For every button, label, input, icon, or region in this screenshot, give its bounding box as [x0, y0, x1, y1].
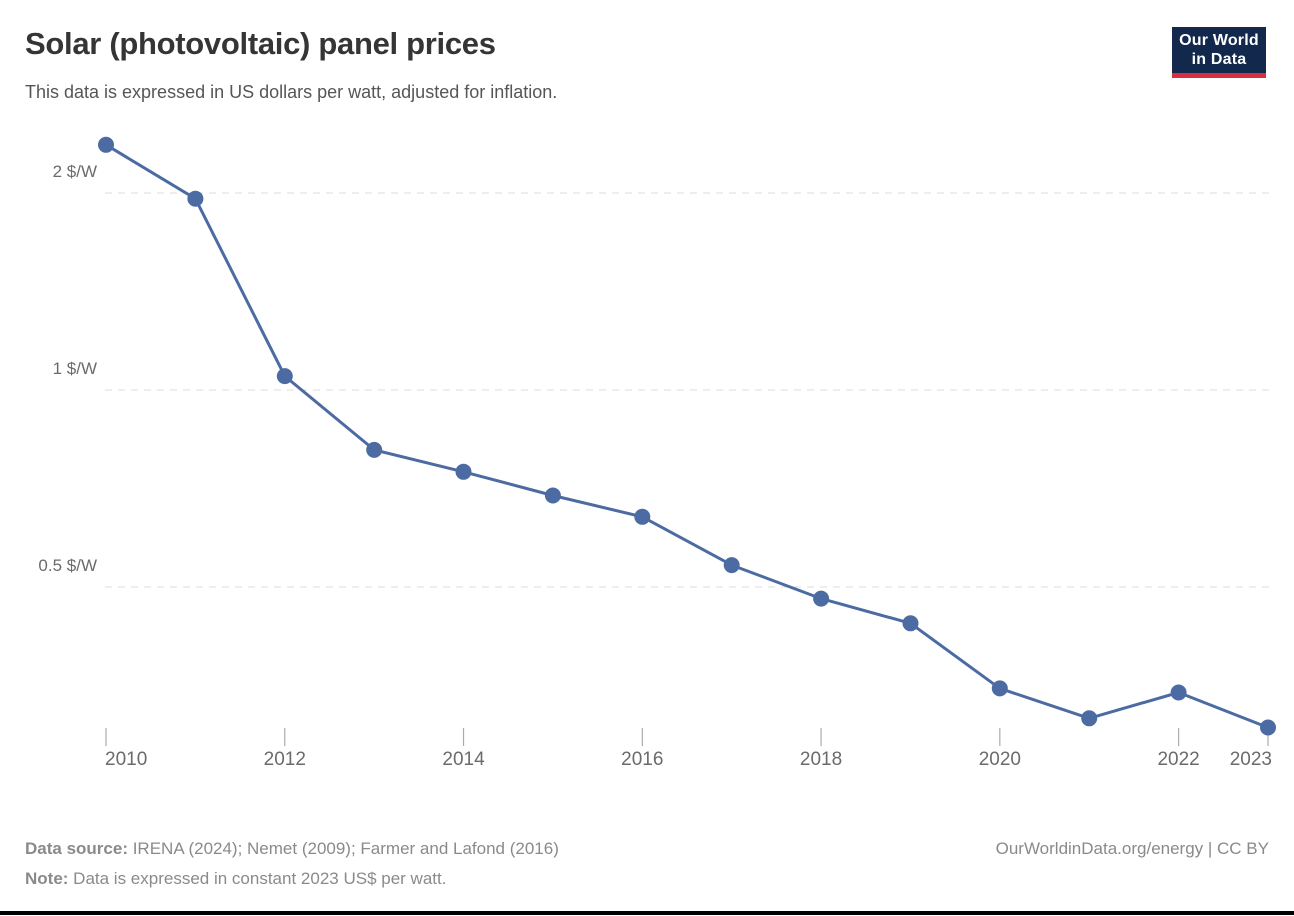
data-point-2010[interactable]: [98, 136, 114, 153]
price-line: [104, 143, 1270, 729]
data-point-2018[interactable]: [813, 590, 830, 607]
data-point-2021[interactable]: [1081, 710, 1098, 727]
y-axis-label-0.5: 0.5 $/W: [38, 556, 97, 575]
chart-footer: Data source: IRENA (2024); Nemet (2009);…: [0, 838, 1294, 900]
x-axis-label-2018: 2018: [799, 749, 843, 770]
data-source-line: Data source: IRENA (2024); Nemet (2009);…: [25, 838, 559, 860]
owid-link[interactable]: OurWorldinData.org/energy | CC BY: [995, 839, 1269, 858]
data-point-2014[interactable]: [455, 463, 472, 480]
owid-logo-line1: Our World: [1179, 32, 1259, 49]
note-label: Note:: [25, 869, 69, 888]
x-axis-label-2022: 2022: [1157, 749, 1200, 770]
owid-logo-line2: in Data: [1191, 51, 1247, 68]
x-axis-label-2023: 2023: [1229, 749, 1272, 770]
data-point-2017[interactable]: [723, 557, 740, 574]
data-point-2023[interactable]: [1260, 719, 1276, 736]
owid-logo[interactable]: Our World in Data: [1172, 27, 1266, 73]
x-axis-label-2010: 2010: [105, 749, 148, 770]
x-axis-label-2016: 2016: [621, 749, 664, 770]
owid-logo-stripe: [1172, 73, 1266, 78]
y-axis-label-2: 2 $/W: [52, 162, 97, 181]
data-point-2011[interactable]: [187, 190, 204, 207]
data-source-label: Data source:: [25, 839, 128, 858]
note-line: Note: Data is expressed in constant 2023…: [25, 868, 446, 890]
data-point-2020[interactable]: [991, 680, 1008, 697]
x-axis-label-2014: 2014: [442, 749, 485, 770]
x-axis-label-2012: 2012: [263, 749, 306, 770]
data-point-2013[interactable]: [366, 441, 383, 458]
data-point-2015[interactable]: [544, 487, 561, 504]
chart-subtitle: This data is expressed in US dollars per…: [25, 82, 558, 102]
x-axis-label-2020: 2020: [978, 749, 1021, 770]
y-axis-label-1: 1 $/W: [52, 359, 97, 378]
page-title: Solar (photovoltaic) panel prices: [25, 26, 496, 61]
note-text: Data is expressed in constant 2023 US$ p…: [68, 869, 447, 888]
data-point-2019[interactable]: [902, 615, 919, 632]
data-point-2016[interactable]: [634, 508, 651, 525]
data-point-2012[interactable]: [276, 368, 293, 385]
data-point-2022[interactable]: [1170, 684, 1187, 701]
bottom-border-bar: [0, 911, 1294, 915]
data-source-text: IRENA (2024); Nemet (2009); Farmer and L…: [127, 839, 559, 858]
